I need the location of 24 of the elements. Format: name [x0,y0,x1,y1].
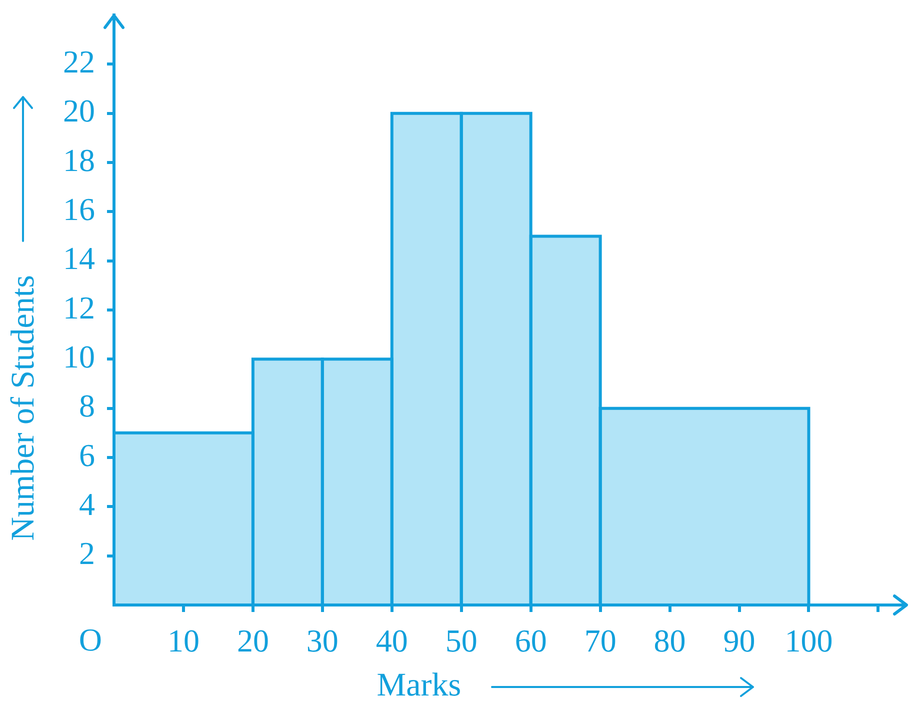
x-tick-label: 40 [376,622,408,659]
x-tick-label: 60 [514,622,547,659]
y-tick-label: 10 [63,338,95,375]
x-tick-label: 30 [306,622,338,659]
text: O [78,621,102,658]
y-tick-label: 6 [79,436,95,473]
y-tick-label: 22 [63,44,95,80]
y-tick-label: 18 [63,142,95,178]
y-tick-label: 16 [63,191,95,228]
x-tick-label: 20 [236,622,269,659]
y-tick-label: 14 [63,240,95,276]
y-tick-label: 20 [63,92,95,129]
x-tick-label: 90 [723,622,756,659]
x-axis-title: Marks [376,668,462,704]
y-axis-title: Number of Students [6,275,42,541]
y-tick-label: 4 [79,486,95,522]
y-tick-label: 2 [79,535,95,572]
x-tick-label: 80 [654,622,686,659]
x-tick-label: 100 [784,622,833,659]
x-tick-label: 70 [584,622,616,659]
y-tick-label: 8 [79,388,95,424]
y-tick-label: 12 [63,289,95,326]
x-tick-label: 50 [445,622,478,659]
x-tick-label: 10 [167,622,200,659]
